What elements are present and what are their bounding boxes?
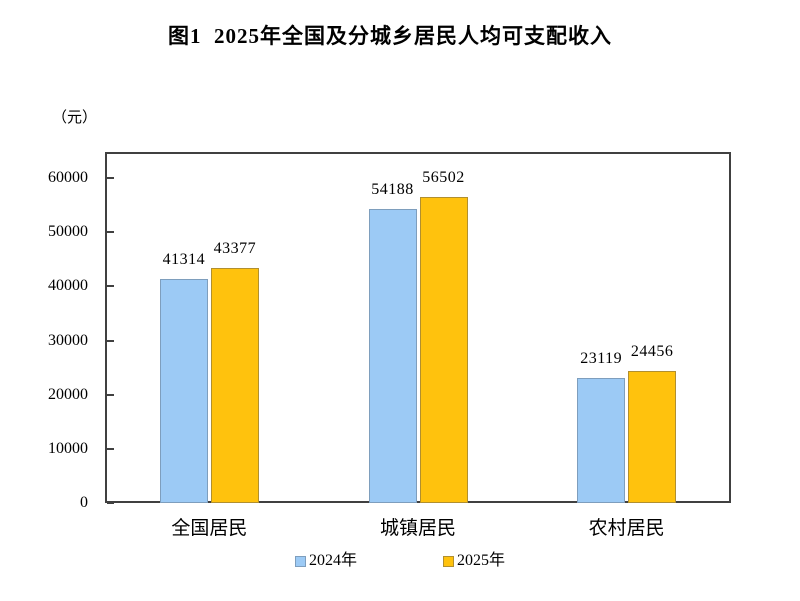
y-axis-tick-label: 50000 bbox=[48, 223, 88, 241]
legend-label: 2024年 bbox=[308, 552, 357, 569]
y-axis-tick-mark bbox=[107, 231, 114, 234]
plot-area bbox=[105, 152, 731, 503]
bar-value-label-2025年-农村居民: 24456 bbox=[630, 342, 674, 360]
x-axis-category-label: 城镇居民 bbox=[379, 518, 456, 539]
bar-value-label-2025年-城镇居民: 56502 bbox=[422, 168, 465, 186]
x-axis-category-label: 全国居民 bbox=[171, 518, 248, 539]
y-axis-tick-label: 30000 bbox=[48, 331, 88, 349]
y-axis-tick-label: 0 bbox=[80, 494, 88, 511]
y-axis-tick-mark bbox=[107, 177, 114, 179]
y-axis-tick-mark bbox=[107, 393, 114, 396]
chart-legend: 2024年 2025年 bbox=[0, 553, 800, 569]
legend-swatch-icon bbox=[443, 555, 454, 567]
bar-value-label-2024年-农村居民: 23119 bbox=[580, 349, 623, 367]
y-axis-tick-mark bbox=[107, 339, 114, 342]
y-axis-tick-mark bbox=[107, 502, 114, 504]
y-axis-tick-label: 60000 bbox=[48, 169, 88, 186]
bar-2024年-城镇居民 bbox=[368, 209, 417, 503]
y-axis-unit-label: （元） bbox=[52, 110, 98, 126]
legend-entry-2025年: 2025年 bbox=[443, 553, 505, 569]
bar-value-label-2024年-城镇居民: 54188 bbox=[371, 181, 414, 199]
chart-title: 图1 2025年全国及分城乡居民人均可支配收入 bbox=[168, 24, 612, 48]
y-axis-tick-label: 40000 bbox=[48, 277, 88, 295]
y-axis-tick-label: 10000 bbox=[48, 439, 88, 457]
bar-2025年-全国居民 bbox=[210, 268, 259, 503]
x-axis-category-label: 农村居民 bbox=[588, 518, 665, 539]
legend-entry-2024年: 2024年 bbox=[294, 552, 357, 569]
bar-2024年-农村居民 bbox=[577, 377, 626, 503]
bar-2025年-农村居民 bbox=[628, 370, 677, 503]
bar-2025年-城镇居民 bbox=[419, 196, 468, 503]
legend-swatch-icon bbox=[294, 555, 306, 567]
y-axis-tick-mark bbox=[107, 447, 114, 450]
y-axis-tick-label: 20000 bbox=[48, 385, 88, 403]
legend-label: 2025年 bbox=[457, 552, 506, 569]
y-axis-tick-mark bbox=[107, 285, 114, 288]
bar-value-label-2024年-全国居民: 41314 bbox=[162, 251, 206, 269]
bar-2024年-全国居民 bbox=[159, 279, 208, 503]
bar-value-label-2025年-全国居民: 43377 bbox=[213, 240, 257, 258]
